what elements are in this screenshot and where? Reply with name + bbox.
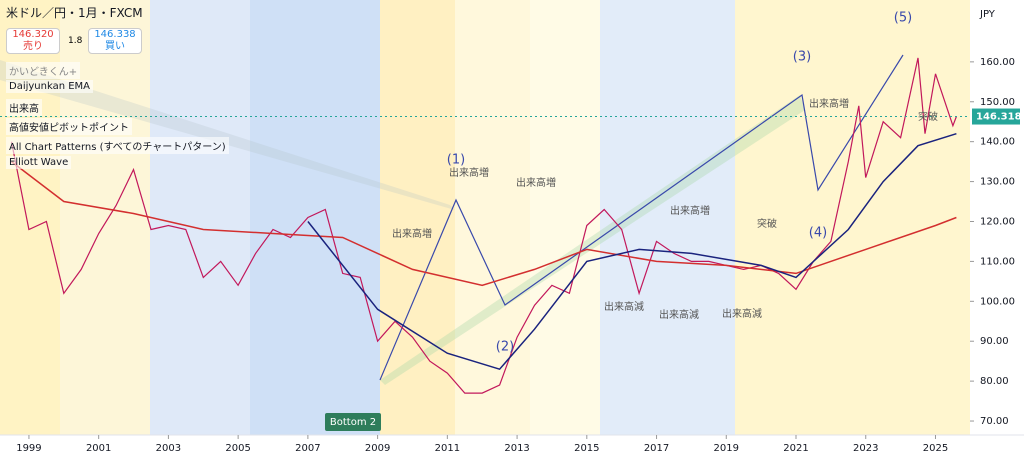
axis-bg	[970, 0, 1024, 460]
y-tick-label: 120.00	[980, 216, 1015, 227]
band	[600, 0, 735, 435]
annotation: Bottom 2	[330, 417, 376, 428]
series-line	[11, 161, 957, 287]
buy-button[interactable]: 146.338 買い	[88, 28, 142, 54]
y-tick-label: 160.00	[980, 57, 1015, 68]
band	[380, 0, 455, 435]
x-tick-label: 2011	[435, 443, 460, 454]
series-line	[10, 57, 957, 394]
y-tick-label: 90.00	[980, 336, 1009, 347]
indicator[interactable]: 高値安値ピボットポイント	[6, 118, 132, 135]
indicator[interactable]: 出来高	[6, 99, 42, 116]
ask: 146.338	[94, 29, 136, 40]
y-tick-label: 110.00	[980, 256, 1015, 267]
currency: JPY	[979, 9, 996, 20]
y-tick-label: 100.00	[980, 296, 1015, 307]
bid-label: 売り	[23, 41, 43, 52]
x-tick-label: 2013	[504, 443, 529, 454]
sell-button[interactable]: 146.320 売り	[6, 28, 60, 54]
annotation: 出来高増	[449, 166, 489, 179]
annotation: 突破	[757, 217, 777, 230]
x-tick-label: 2001	[86, 443, 111, 454]
symbol-title: 米ドル／円・1月・FXCM	[6, 6, 143, 20]
spread: 1.8	[68, 36, 83, 46]
y-tick-label: 140.00	[980, 137, 1015, 148]
annotation: (4)	[809, 226, 827, 241]
band	[530, 0, 600, 435]
x-tick-label: 2019	[714, 443, 739, 454]
price-tag	[972, 108, 1020, 125]
annotation: 突破	[918, 110, 938, 123]
ask-label: 買い	[105, 41, 125, 52]
band	[250, 0, 380, 435]
y-tick-label: 70.00	[980, 416, 1009, 427]
annotation: (5)	[894, 11, 912, 26]
annotation: 出来高増	[809, 97, 849, 110]
x-tick-label: 2021	[783, 443, 808, 454]
y-tick-label: 80.00	[980, 376, 1009, 387]
bid: 146.320	[12, 29, 54, 40]
elliott-wave	[379, 54, 904, 381]
band	[735, 0, 970, 435]
label-box	[325, 413, 381, 431]
indicator[interactable]: Elliott Wave	[6, 156, 72, 169]
x-tick-label: 1999	[16, 443, 41, 454]
annotation: (3)	[793, 50, 811, 65]
x-tick-label: 2007	[295, 443, 320, 454]
price-label: 146.318	[976, 112, 1022, 123]
x-tick-label: 2009	[365, 443, 390, 454]
annotation: 出来高減	[604, 300, 644, 313]
annotation: 出来高増	[670, 204, 710, 217]
x-tick-label: 2023	[853, 443, 878, 454]
x-tick-label: 2003	[156, 443, 181, 454]
annotation: 出来高減	[659, 308, 699, 321]
indicator[interactable]: All Chart Patterns (すべてのチャートパターン)	[6, 137, 229, 154]
y-tick-label: 130.00	[980, 177, 1015, 188]
x-tick-label: 2015	[574, 443, 599, 454]
indicator[interactable]: かいどきくん+	[6, 62, 81, 79]
annotation: 出来高減	[722, 307, 762, 320]
annotation: 出来高増	[516, 176, 556, 189]
x-tick-label: 2025	[923, 443, 948, 454]
pattern	[0, 60, 455, 210]
annotation: (1)	[447, 153, 465, 168]
y-tick-label: 150.00	[980, 97, 1015, 108]
band	[455, 0, 530, 435]
annotation: 出来高増	[392, 227, 432, 240]
x-tick-label: 2017	[644, 443, 669, 454]
indicator[interactable]: Daijyunkan EMA	[6, 80, 94, 93]
series-line	[307, 132, 957, 371]
x-tick-label: 2005	[225, 443, 250, 454]
annotation: (2)	[496, 340, 514, 355]
band	[150, 0, 250, 435]
